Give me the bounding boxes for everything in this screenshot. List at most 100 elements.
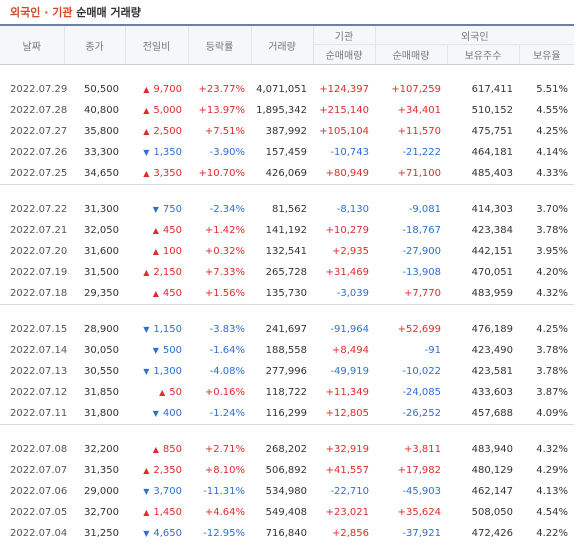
triangle-up-icon: ▲ (143, 466, 149, 475)
date-cell-value: 2022.07.08 (10, 444, 67, 455)
foreign-holdings-cell: 414,303 (447, 199, 519, 220)
foreign-holdings-cell: 472,426 (447, 523, 519, 544)
change-cell-value: 450 (163, 225, 182, 236)
triangle-up-icon: ▲ (159, 388, 165, 397)
rate-cell: +0.32% (188, 241, 251, 262)
volume-cell: 549,408 (251, 502, 313, 523)
triangle-up-icon: ▲ (143, 106, 149, 115)
header-foreign-holdings: 보유주수 (447, 45, 519, 65)
foreign-net-cell: +3,811 (375, 439, 447, 460)
volume-cell-value: 132,541 (266, 246, 307, 257)
foreign-net-cell-value: -9,081 (409, 204, 441, 215)
foreign-net-cell: +34,401 (375, 100, 447, 121)
date-cell: 2022.07.12 (0, 382, 64, 403)
rate-cell: +7.33% (188, 262, 251, 283)
volume-cell-value: 135,730 (266, 288, 307, 299)
foreign-net-cell: -45,903 (375, 481, 447, 502)
rate-cell: +7.51% (188, 121, 251, 142)
foreign-ratio-cell: 4.14% (519, 142, 574, 163)
group-spacer (0, 185, 574, 199)
triangle-down-icon: ▼ (153, 409, 159, 418)
date-cell: 2022.07.05 (0, 502, 64, 523)
foreign-holdings-cell-value: 442,151 (472, 246, 513, 257)
close-cell: 31,850 (64, 382, 125, 403)
foreign-net-cell: +52,699 (375, 319, 447, 340)
foreign-ratio-cell: 3.87% (519, 382, 574, 403)
change-cell: ▲ 5,000 (125, 100, 188, 121)
volume-cell-value: 241,697 (266, 324, 307, 335)
rate-cell-value: +0.32% (205, 246, 245, 257)
change-cell-value: 1,350 (153, 147, 182, 158)
volume-cell-value: 4,071,051 (256, 84, 307, 95)
foreign-ratio-cell-value: 4.25% (536, 126, 568, 137)
foreign-net-cell: -21,222 (375, 142, 447, 163)
close-cell-value: 31,350 (84, 465, 119, 476)
rate-cell: +1.56% (188, 283, 251, 305)
volume-cell: 157,459 (251, 142, 313, 163)
rate-cell-value: +7.33% (205, 267, 245, 278)
volume-cell-value: 387,992 (266, 126, 307, 137)
change-cell-value: 5,000 (153, 105, 182, 116)
change-cell: ▲850 (125, 439, 188, 460)
volume-cell-value: 157,459 (266, 147, 307, 158)
rate-cell: +4.64% (188, 502, 251, 523)
foreign-holdings-cell-value: 464,181 (472, 147, 513, 158)
change-cell-value: 2,350 (153, 465, 182, 476)
foreign-net-cell: -26,252 (375, 403, 447, 425)
change-cell-value: 4,650 (153, 528, 182, 539)
volume-cell: 277,996 (251, 361, 313, 382)
close-cell: 40,800 (64, 100, 125, 121)
change-cell: ▲2,500 (125, 121, 188, 142)
volume-cell: 387,992 (251, 121, 313, 142)
triangle-up-icon: ▲ (153, 289, 159, 298)
institution-net-cell-value: +124,397 (319, 84, 369, 95)
header-spacer (0, 65, 574, 80)
date-cell-value: 2022.07.27 (10, 126, 67, 137)
foreign-net-cell: -18,767 (375, 220, 447, 241)
institution-net-cell-value: -22,710 (330, 486, 369, 497)
close-cell: 29,350 (64, 283, 125, 305)
triangle-down-icon: ▼ (153, 205, 159, 214)
change-cell: ▼1,350 (125, 142, 188, 163)
rate-cell-value: -12.95% (203, 528, 245, 539)
foreign-net-cell-value: +7,770 (404, 288, 441, 299)
panel-title-rest: 순매매 거래량 (76, 6, 141, 19)
foreign-ratio-cell-value: 3.87% (536, 387, 568, 398)
foreign-ratio-cell: 3.78% (519, 340, 574, 361)
change-cell: ▼750 (125, 199, 188, 220)
foreign-ratio-cell: 4.33% (519, 163, 574, 185)
rate-cell-value: +7.51% (205, 126, 245, 137)
foreign-ratio-cell: 4.22% (519, 523, 574, 544)
panel-title-highlight: 외국인 · 기관 (10, 6, 72, 19)
volume-cell: 132,541 (251, 241, 313, 262)
foreign-holdings-cell: 510,152 (447, 100, 519, 121)
foreign-holdings-cell: 483,940 (447, 439, 519, 460)
foreign-holdings-cell: 480,129 (447, 460, 519, 481)
close-cell: 35,800 (64, 121, 125, 142)
header-change: 전일비 (125, 25, 188, 65)
foreign-holdings-cell: 475,751 (447, 121, 519, 142)
triangle-up-icon: ▲ (143, 268, 149, 277)
foreign-ratio-cell-value: 4.29% (536, 465, 568, 476)
date-cell: 2022.07.29 (0, 79, 64, 100)
foreign-holdings-cell-value: 475,751 (472, 126, 513, 137)
change-cell-value: 2,500 (153, 126, 182, 137)
foreign-holdings-cell-value: 423,490 (472, 345, 513, 356)
foreign-ratio-cell: 4.25% (519, 121, 574, 142)
change-cell: ▲50 (125, 382, 188, 403)
foreign-net-cell: -91 (375, 340, 447, 361)
group-spacer (0, 305, 574, 319)
triangle-down-icon: ▼ (153, 346, 159, 355)
date-cell-value: 2022.07.07 (10, 465, 67, 476)
trading-table: 날짜 종가 전일비 등락률 거래량 기관 외국인 순매매량 순매매량 보유주수 … (0, 24, 574, 544)
date-cell-value: 2022.07.18 (10, 288, 67, 299)
change-cell: ▼3,700 (125, 481, 188, 502)
date-cell-value: 2022.07.20 (10, 246, 67, 257)
